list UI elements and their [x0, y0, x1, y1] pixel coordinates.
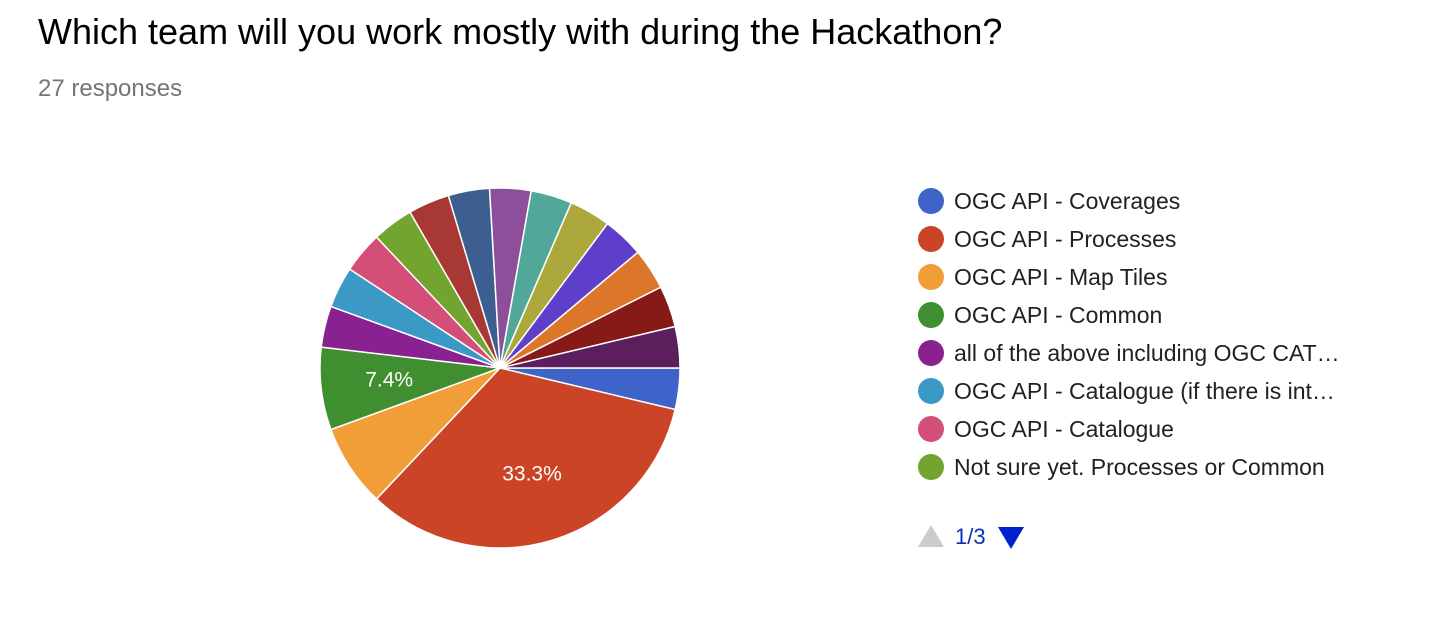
- slice-data-label: 33.3%: [502, 462, 562, 485]
- legend-swatch-icon: [918, 454, 944, 480]
- triangle-up-icon[interactable]: [918, 525, 944, 547]
- legend-swatch-icon: [918, 188, 944, 214]
- chart-title: Which team will you work mostly with dur…: [38, 11, 1003, 52]
- legend-item[interactable]: OGC API - Catalogue: [918, 410, 1398, 448]
- legend-label: OGC API - Processes: [954, 226, 1177, 252]
- legend-swatch-icon: [918, 226, 944, 252]
- pager-page-indicator: 1/3: [955, 524, 986, 549]
- legend-label: OGC API - Catalogue: [954, 416, 1174, 442]
- triangle-down-icon[interactable]: [998, 527, 1024, 549]
- pie-slice[interactable]: [499, 325, 681, 369]
- legend-item[interactable]: Not sure yet. Processes or Common: [918, 448, 1398, 486]
- legend-label: OGC API - Map Tiles: [954, 264, 1168, 290]
- pie-chart: 33.3% 7.4%: [319, 187, 681, 549]
- slice-data-label: 7.4%: [365, 369, 413, 392]
- legend-swatch-icon: [918, 378, 944, 404]
- legend-label: OGC API - Common: [954, 302, 1163, 328]
- legend-item[interactable]: all of the above including OGC CAT…: [918, 334, 1398, 372]
- legend-item[interactable]: OGC API - Processes: [918, 220, 1398, 258]
- legend-item[interactable]: OGC API - Map Tiles: [918, 258, 1398, 296]
- response-count: 27 responses: [38, 75, 183, 102]
- legend-swatch-icon: [918, 302, 944, 328]
- legend-swatch-icon: [918, 416, 944, 442]
- legend-item[interactable]: OGC API - Catalogue (if there is int…: [918, 372, 1398, 410]
- legend-swatch-icon: [918, 264, 944, 290]
- chart-legend: OGC API - Coverages OGC API - Processes OG…: [918, 182, 1398, 486]
- legend-swatch-icon: [918, 340, 944, 366]
- legend-label: OGC API - Coverages: [954, 188, 1181, 214]
- legend-label: Not sure yet. Processes or Common: [954, 454, 1325, 480]
- pie-slice[interactable]: [375, 367, 677, 549]
- legend-item[interactable]: OGC API - Coverages: [918, 182, 1398, 220]
- legend-label: OGC API - Catalogue (if there is int…: [954, 378, 1335, 404]
- legend-label: all of the above including OGC CAT…: [954, 340, 1340, 366]
- legend-item[interactable]: OGC API - Common: [918, 296, 1398, 334]
